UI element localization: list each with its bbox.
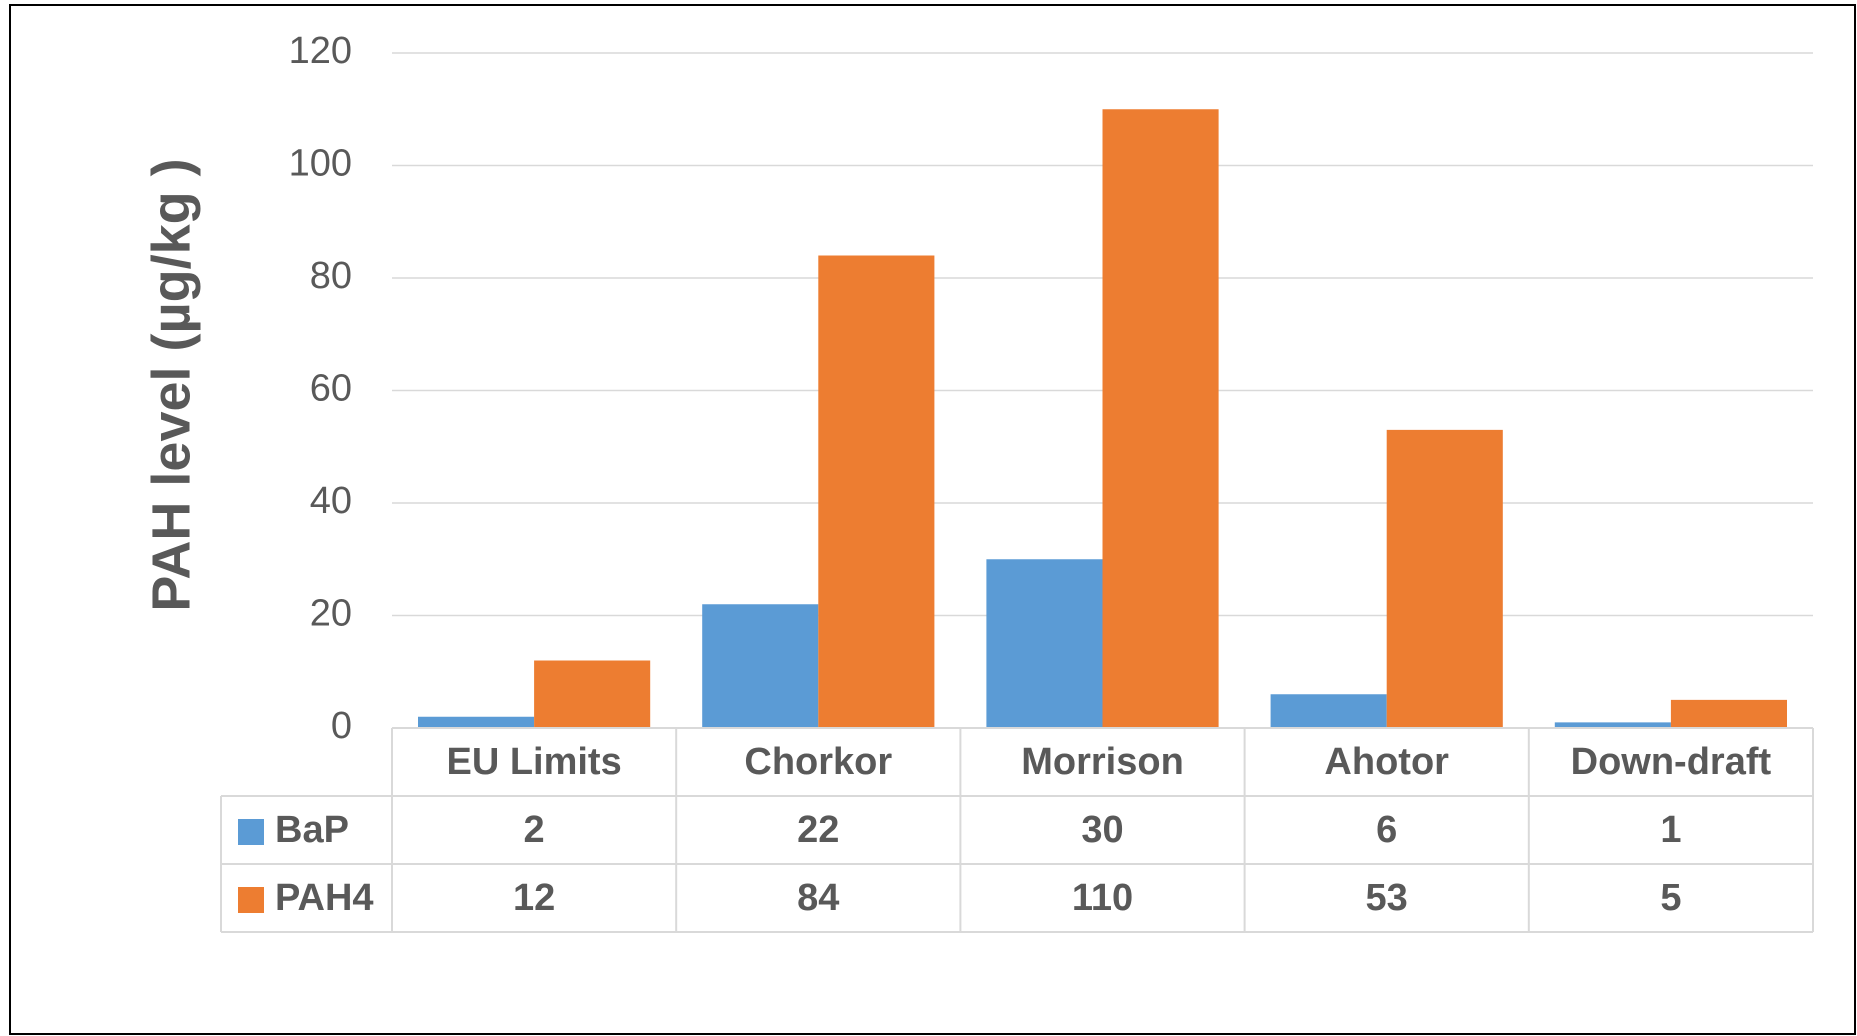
x-tick-label: Morrison <box>1021 741 1184 783</box>
x-tick-label: Ahotor <box>1324 741 1449 783</box>
bar <box>1102 109 1219 728</box>
legend-label: BaP <box>275 809 349 851</box>
y-tick-label: 100 <box>289 143 352 185</box>
y-tick-label: 0 <box>331 705 352 747</box>
y-axis-title: PAH level (µg/kg ) <box>141 158 201 611</box>
table-value: 6 <box>1376 809 1397 851</box>
legend-label: PAH4 <box>275 877 374 919</box>
table-value: 30 <box>1081 809 1123 851</box>
table-value: 12 <box>513 877 555 919</box>
table-value: 1 <box>1660 809 1681 851</box>
y-tick-label: 40 <box>310 480 352 522</box>
bar <box>1270 694 1387 728</box>
table-value: 2 <box>524 809 545 851</box>
y-tick-label: 120 <box>289 30 352 72</box>
y-tick-label: 20 <box>310 593 352 635</box>
bar <box>818 255 935 728</box>
x-tick-label: Down-draft <box>1571 741 1772 783</box>
legend-swatch <box>238 887 264 913</box>
bar <box>702 604 819 728</box>
bar <box>418 716 535 728</box>
table-value: 84 <box>797 877 839 919</box>
bar <box>534 660 651 728</box>
legend-swatch <box>238 819 264 845</box>
table-value: 5 <box>1660 877 1681 919</box>
y-tick-label: 80 <box>310 255 352 297</box>
x-tick-label: Chorkor <box>744 741 892 783</box>
bar <box>986 559 1103 728</box>
bar <box>1554 722 1671 728</box>
table-value: 110 <box>1072 877 1133 919</box>
bar <box>1386 429 1503 728</box>
table-value: 22 <box>797 809 839 851</box>
x-tick-label: EU Limits <box>446 741 621 783</box>
y-tick-label: 60 <box>310 368 352 410</box>
bar <box>1670 699 1787 728</box>
table-value: 53 <box>1366 877 1408 919</box>
